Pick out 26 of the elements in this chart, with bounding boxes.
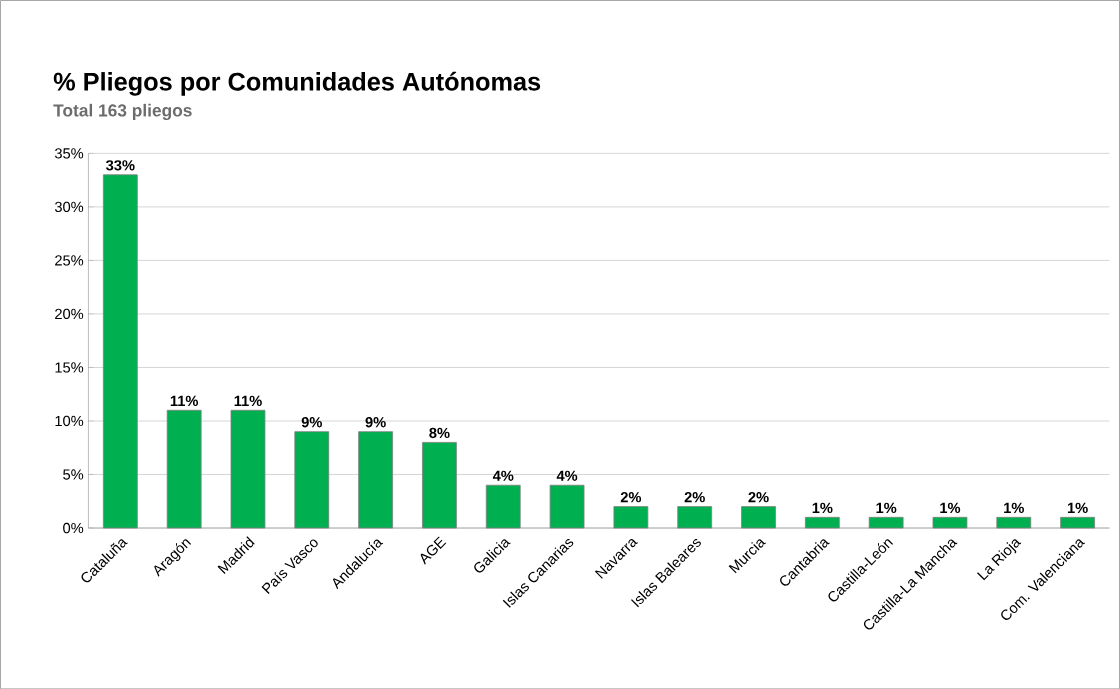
data-label: 1% xyxy=(940,502,961,513)
y-tick-label: 30% xyxy=(54,201,84,212)
data-label: 2% xyxy=(748,491,769,503)
data-label: 1% xyxy=(1004,502,1024,513)
data-label: 1% xyxy=(812,502,833,513)
data-label: 1% xyxy=(1067,502,1088,513)
y-tick-label: 25% xyxy=(55,255,84,266)
data-label: 4% xyxy=(492,470,514,481)
y-tick-label: 20% xyxy=(55,308,84,319)
data-label: 1% xyxy=(876,502,897,513)
y-tick-label: 35% xyxy=(54,148,84,159)
y-tick-label: 15% xyxy=(55,362,84,373)
y-tick-label: 5% xyxy=(63,469,84,480)
chart-title: % Pliegos por Comunidades Autónomas xyxy=(53,71,541,96)
chart-subtitle: Total 163 pliegos xyxy=(53,103,192,120)
y-tick-label: 10% xyxy=(55,415,84,426)
data-label: 2% xyxy=(684,491,705,503)
y-tick-label: 0% xyxy=(63,522,84,534)
data-label: 4% xyxy=(556,470,578,481)
data-label: 11% xyxy=(170,395,199,406)
data-label: 2% xyxy=(620,491,642,503)
data-label: 9% xyxy=(301,416,322,428)
data-label: 33% xyxy=(106,159,135,171)
data-label: 9% xyxy=(365,416,386,428)
data-label: 8% xyxy=(429,427,450,438)
data-label: 11% xyxy=(234,395,262,406)
